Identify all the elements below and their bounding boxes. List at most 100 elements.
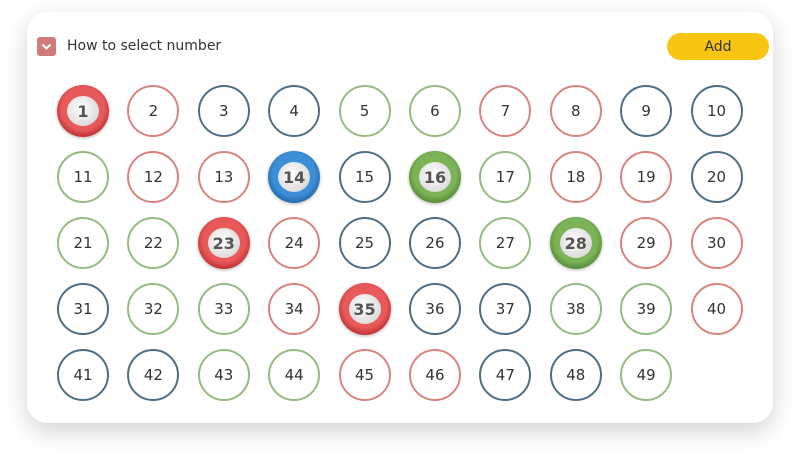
number-ball-26[interactable]: 26 <box>408 217 461 269</box>
number-ball-36[interactable]: 36 <box>408 283 461 335</box>
ball-number: 32 <box>143 300 163 318</box>
number-ball-25[interactable]: 25 <box>338 217 391 269</box>
number-ball-46[interactable]: 46 <box>408 349 461 401</box>
ball-center: 16 <box>418 162 451 192</box>
ball-center: 1 <box>67 96 99 126</box>
ball-number: 47 <box>495 366 515 384</box>
number-ball-30[interactable]: 30 <box>690 217 743 269</box>
ball-number: 4 <box>289 102 299 120</box>
number-ball-23[interactable]: 23 <box>197 217 250 269</box>
ball-number: 19 <box>636 168 656 186</box>
number-ball-4[interactable]: 4 <box>268 85 321 137</box>
ball-number: 11 <box>73 168 93 186</box>
number-ball-16[interactable]: 16 <box>408 151 461 203</box>
ball-number: 9 <box>641 102 651 120</box>
number-ball-32[interactable]: 32 <box>127 283 180 335</box>
ball-number: 41 <box>73 366 93 384</box>
number-ball-35[interactable]: 35 <box>338 283 391 335</box>
ball-number: 29 <box>636 234 656 252</box>
ball-number: 13 <box>214 168 234 186</box>
ball-number: 38 <box>566 300 586 318</box>
ball-number: 30 <box>706 234 727 252</box>
number-ball-29[interactable]: 29 <box>620 217 673 269</box>
number-ball-33[interactable]: 33 <box>197 283 250 335</box>
ball-number: 35 <box>353 299 376 319</box>
number-ball-38[interactable]: 38 <box>549 283 602 335</box>
number-ball-48[interactable]: 48 <box>549 349 602 401</box>
ball-number: 15 <box>355 168 375 186</box>
number-ball-44[interactable]: 44 <box>268 349 321 401</box>
number-ball-43[interactable]: 43 <box>197 349 250 401</box>
number-ball-20[interactable]: 20 <box>690 151 743 203</box>
ball-number: 23 <box>212 233 235 253</box>
ball-number: 28 <box>564 233 587 253</box>
ball-number: 2 <box>148 102 159 120</box>
number-ball-40[interactable]: 40 <box>690 283 743 335</box>
number-ball-6[interactable]: 6 <box>408 85 461 137</box>
number-ball-21[interactable]: 21 <box>57 217 109 269</box>
ball-number: 48 <box>566 366 586 384</box>
ball-number: 37 <box>495 300 515 318</box>
ball-number: 14 <box>283 167 306 187</box>
ball-center: 35 <box>348 294 381 324</box>
ball-number: 18 <box>566 168 586 186</box>
number-ball-39[interactable]: 39 <box>620 283 673 335</box>
number-ball-45[interactable]: 45 <box>338 349 391 401</box>
number-ball-49[interactable]: 49 <box>620 349 673 401</box>
ball-number: 24 <box>284 234 304 252</box>
number-ball-34[interactable]: 34 <box>268 283 321 335</box>
number-ball-1[interactable]: 1 <box>57 85 109 137</box>
number-ball-22[interactable]: 22 <box>127 217 180 269</box>
number-grid: 1 2 3 4 5 6 7 8 9 10 11 12 13 14 15 16 17 18 19 20 21 22 23 24 2… <box>57 85 743 401</box>
ball-number: 42 <box>143 366 163 384</box>
ball-center: 23 <box>207 228 240 258</box>
ball-number: 26 <box>425 234 445 252</box>
number-ball-15[interactable]: 15 <box>338 151 391 203</box>
ball-number: 44 <box>284 366 304 384</box>
ball-number: 31 <box>73 300 93 318</box>
number-ball-37[interactable]: 37 <box>479 283 532 335</box>
number-ball-17[interactable]: 17 <box>479 151 532 203</box>
ball-number: 6 <box>430 102 440 120</box>
number-ball-18[interactable]: 18 <box>549 151 602 203</box>
ball-center: 14 <box>278 162 311 192</box>
number-ball-8[interactable]: 8 <box>549 85 602 137</box>
ball-number: 22 <box>143 234 163 252</box>
number-ball-9[interactable]: 9 <box>620 85 673 137</box>
ball-number: 7 <box>500 102 511 120</box>
number-ball-28[interactable]: 28 <box>549 217 602 269</box>
ball-number: 27 <box>495 234 515 252</box>
ball-number: 40 <box>706 300 727 318</box>
ball-number: 20 <box>706 168 727 186</box>
ball-number: 43 <box>214 366 234 384</box>
ball-center: 28 <box>559 228 592 258</box>
ball-number: 25 <box>355 234 375 252</box>
ball-number: 12 <box>143 168 163 186</box>
number-ball-11[interactable]: 11 <box>57 151 109 203</box>
number-ball-3[interactable]: 3 <box>197 85 250 137</box>
number-ball-19[interactable]: 19 <box>620 151 673 203</box>
ball-number: 46 <box>425 366 445 384</box>
number-ball-31[interactable]: 31 <box>57 283 109 335</box>
number-ball-7[interactable]: 7 <box>479 85 532 137</box>
number-ball-13[interactable]: 13 <box>197 151 250 203</box>
number-ball-14[interactable]: 14 <box>268 151 321 203</box>
add-button[interactable]: Add <box>667 33 769 60</box>
number-ball-12[interactable]: 12 <box>127 151 180 203</box>
number-ball-47[interactable]: 47 <box>479 349 532 401</box>
ball-number: 39 <box>636 300 656 318</box>
how-to-select-title[interactable]: How to select number <box>67 38 222 54</box>
number-ball-24[interactable]: 24 <box>268 217 321 269</box>
chevron-down-icon[interactable] <box>37 37 56 56</box>
ball-number: 34 <box>284 300 304 318</box>
number-ball-42[interactable]: 42 <box>127 349 180 401</box>
number-ball-41[interactable]: 41 <box>57 349 109 401</box>
ball-number: 45 <box>355 366 375 384</box>
number-ball-10[interactable]: 10 <box>690 85 743 137</box>
number-ball-2[interactable]: 2 <box>127 85 180 137</box>
number-ball-5[interactable]: 5 <box>338 85 391 137</box>
number-ball-27[interactable]: 27 <box>479 217 532 269</box>
ball-number: 33 <box>214 300 234 318</box>
number-selection-card: How to select number Add 1 2 3 4 5 6 7 8 9 10 11 12… <box>27 12 773 423</box>
ball-number: 5 <box>359 102 370 120</box>
